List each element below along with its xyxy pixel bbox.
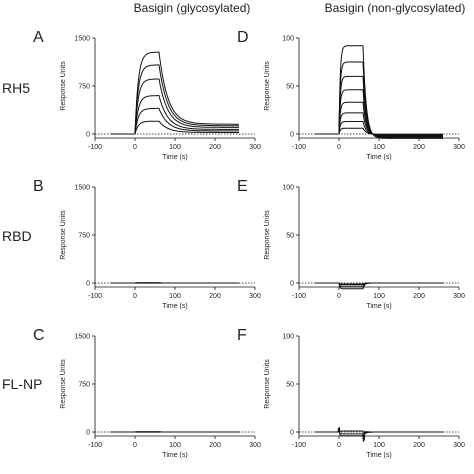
panel-a: A 0 750 1500 -100 0 100 200 300 Time (s) Response … — [33, 29, 261, 161]
y-tick-label: 50 — [286, 233, 294, 240]
series-line-5 — [315, 101, 443, 137]
panel-letter-f: F — [237, 327, 247, 344]
x-tick-label: 300 — [249, 144, 261, 151]
x-tick-label: -100 — [292, 144, 306, 151]
x-tick-label: -100 — [292, 442, 306, 449]
series-line-3 — [315, 427, 443, 443]
x-tick-label: 100 — [169, 293, 181, 300]
series-line-6 — [111, 120, 239, 135]
x-axis-label: Time (s) — [162, 303, 187, 310]
y-axis-label: Response Units — [264, 210, 271, 260]
y-axis-label: Response Units — [60, 61, 67, 111]
x-tick-label: -100 — [88, 293, 102, 300]
x-tick-label: 200 — [209, 293, 221, 300]
y-tick-label: 750 — [78, 84, 90, 91]
series-line-1 — [315, 45, 443, 139]
series-line-3 — [315, 282, 443, 288]
y-tick-label: 0 — [86, 132, 90, 139]
panel-letter-e: E — [237, 178, 248, 195]
x-tick-label: 0 — [133, 442, 137, 449]
y-axis-label: Response Units — [60, 359, 67, 409]
y-axis-label: Response Units — [60, 210, 67, 260]
y-tick-label: 1500 — [74, 36, 90, 43]
panel-letter-a: A — [33, 29, 44, 46]
x-axis-label: Time (s) — [162, 154, 187, 161]
x-tick-label: 100 — [373, 144, 385, 151]
x-tick-label: 300 — [453, 442, 465, 449]
x-tick-label: 300 — [249, 293, 261, 300]
y-tick-label: 50 — [286, 382, 294, 389]
row-label-fl-np: FL-NP — [2, 376, 42, 392]
panel-letter-c: C — [33, 327, 45, 344]
x-tick-label: 100 — [373, 293, 385, 300]
y-tick-label: 0 — [290, 430, 294, 437]
panel-letter-b: B — [33, 178, 44, 195]
x-axis-label: Time (s) — [366, 154, 391, 161]
panel-b: B 0 750 1500 -100 0 100 200 300 Time (s) Response … — [33, 178, 261, 310]
series-line-4 — [315, 89, 443, 137]
y-tick-label: 750 — [78, 382, 90, 389]
panel-f: F 0 50 100 -100 0 100 200 300 Time (s) Response Un… — [237, 327, 465, 459]
y-tick-label: 100 — [282, 334, 294, 341]
y-tick-label: 50 — [286, 84, 294, 91]
series-line-4 — [315, 282, 443, 290]
x-tick-label: 200 — [413, 442, 425, 449]
y-tick-label: 1500 — [74, 334, 90, 341]
x-tick-label: 100 — [169, 144, 181, 151]
x-tick-label: 0 — [337, 293, 341, 300]
y-tick-label: 100 — [282, 185, 294, 192]
y-tick-label: 0 — [86, 281, 90, 288]
series-line-8 — [315, 127, 443, 135]
series-line-7 — [315, 121, 443, 136]
x-tick-label: -100 — [88, 144, 102, 151]
x-tick-label: 200 — [413, 293, 425, 300]
series-line-4 — [111, 95, 239, 135]
panel-d: D 0 50 100 -100 0 100 200 300 Time (s) Response Un… — [237, 29, 465, 161]
x-tick-label: 0 — [133, 144, 137, 151]
y-axis-label: Response Units — [264, 359, 271, 409]
panel-e: E 0 50 100 -100 0 100 200 300 Time (s) Response Un… — [237, 178, 465, 310]
x-tick-label: 300 — [453, 293, 465, 300]
x-tick-label: 200 — [209, 442, 221, 449]
x-tick-label: 200 — [413, 144, 425, 151]
x-tick-label: 0 — [133, 293, 137, 300]
x-tick-label: 0 — [337, 442, 341, 449]
y-tick-label: 0 — [290, 132, 294, 139]
y-tick-label: 100 — [282, 36, 294, 43]
panel-letter-d: D — [237, 29, 249, 46]
y-tick-label: 1500 — [74, 185, 90, 192]
y-tick-label: 750 — [78, 233, 90, 240]
column-title-glycosylated: Basigin (glycosylated) — [134, 1, 251, 15]
y-axis-label: Response Units — [264, 61, 271, 111]
panel-c: C 0 750 1500 -100 0 100 200 300 Time (s) Response … — [33, 327, 261, 459]
row-label-rh5: RH5 — [2, 80, 30, 96]
x-tick-label: 100 — [169, 442, 181, 449]
x-axis-label: Time (s) — [162, 452, 187, 459]
x-tick-label: -100 — [88, 442, 102, 449]
x-tick-label: 300 — [453, 144, 465, 151]
series-line-1 — [111, 51, 239, 135]
y-tick-label: 0 — [86, 430, 90, 437]
series-line-6 — [315, 112, 443, 136]
x-tick-label: 0 — [337, 144, 341, 151]
x-tick-label: -100 — [292, 293, 306, 300]
series-line-2 — [315, 61, 443, 139]
y-tick-label: 0 — [290, 281, 294, 288]
row-label-rbd: RBD — [2, 228, 32, 244]
panels-group: A 0 750 1500 -100 0 100 200 300 Time (s) Response … — [33, 29, 465, 459]
series-line-3 — [315, 75, 443, 138]
x-tick-label: 300 — [249, 442, 261, 449]
x-axis-label: Time (s) — [366, 452, 391, 459]
x-axis-label: Time (s) — [366, 303, 391, 310]
x-tick-label: 100 — [373, 442, 385, 449]
column-title-non-glycosylated: Basigin (non-glycosylated) — [325, 1, 466, 15]
x-tick-label: 200 — [209, 144, 221, 151]
